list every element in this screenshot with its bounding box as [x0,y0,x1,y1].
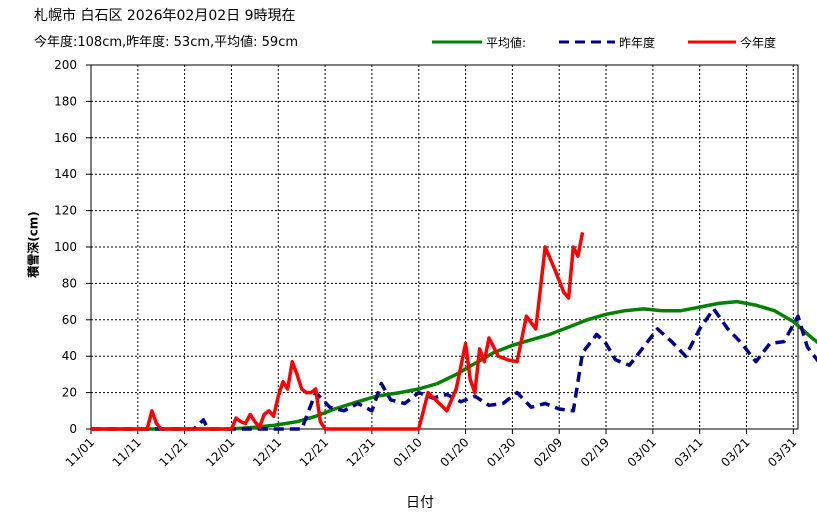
y-tick-label: 200 [54,58,77,72]
snow-depth-summary: 今年度:108cm,昨年度: 53cm,平均値: 59cm [34,35,298,50]
x-tick-label: 02/19 [578,435,612,469]
y-tick-label: 140 [54,167,77,181]
x-tick-label: 02/09 [531,435,565,469]
x-tick-label: 03/21 [718,435,752,469]
y-tick-label: 40 [62,349,77,363]
y-axis-label: 積雪深(cm) [26,211,41,278]
x-tick-label: 11/21 [156,435,190,469]
y-tick-label: 80 [62,276,77,290]
x-tick-label: 01/10 [391,435,425,469]
x-axis-label: 日付 [406,495,434,511]
x-tick-label: 03/01 [625,435,659,469]
plot-frame [90,64,799,430]
x-tick-label: 03/11 [671,435,705,469]
x-tick-label: 01/20 [437,435,471,469]
legend-item-last-year: 昨年度 [559,33,655,51]
x-tick-label: 11/01 [63,435,97,469]
legend-swatch-this-year [688,40,736,44]
y-tick-label: 160 [54,131,77,145]
x-tick-label: 12/01 [203,435,237,469]
this-year-line [91,232,585,431]
y-tick-label: 0 [69,422,77,436]
y-tick-label: 20 [62,386,77,400]
last-year-line [91,307,817,431]
legend-item-this-year: 今年度 [688,33,776,51]
x-tick-label: 12/31 [344,435,378,469]
legend-label-average: 平均値: [486,35,527,50]
page-title: 札幌市 白石区 2026年02月02日 9時現在 [34,8,296,24]
x-tick-label: 12/11 [250,435,284,469]
x-tick-label: 12/21 [297,435,331,469]
legend-label-this-year: 今年度 [740,35,777,50]
y-tick-label: 180 [54,94,77,108]
legend-swatch-last-year [559,40,615,44]
legend-swatch-average [432,40,482,44]
y-tick-label: 120 [54,204,77,218]
y-tick-label: 100 [54,240,77,254]
chart-legend: 平均値: 昨年度 今年度 [432,33,812,51]
average-line [91,299,817,431]
legend-item-average: 平均値: [432,33,526,51]
x-tick-label: 01/30 [484,435,518,469]
y-tick-label: 60 [62,313,77,327]
x-tick-label: 11/11 [110,435,144,469]
x-tick-label: 03/31 [765,435,799,469]
legend-label-last-year: 昨年度 [619,35,656,50]
